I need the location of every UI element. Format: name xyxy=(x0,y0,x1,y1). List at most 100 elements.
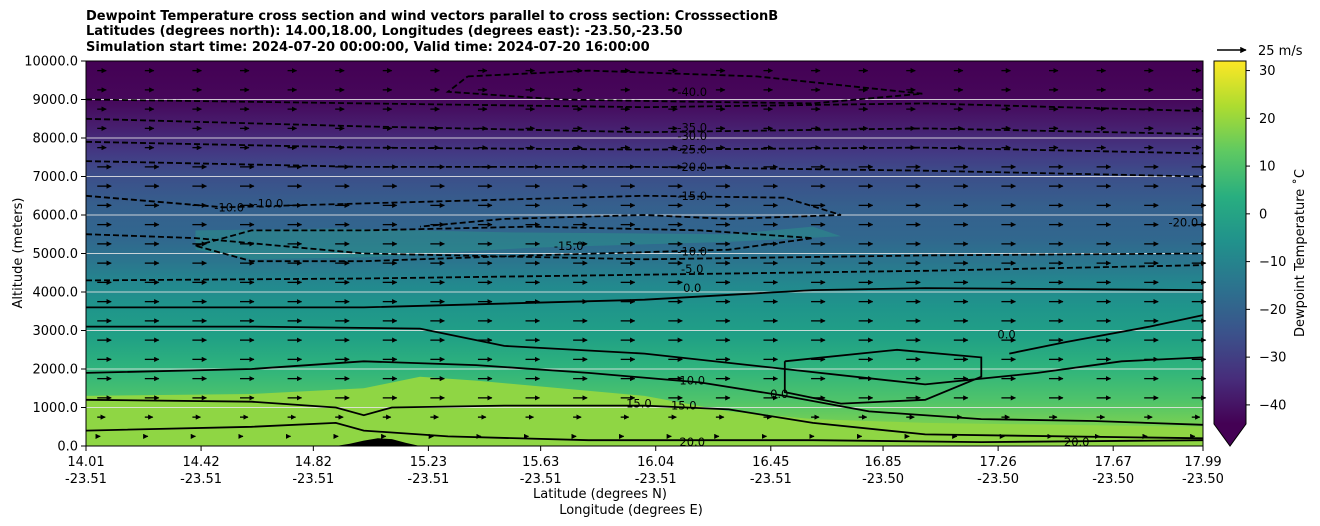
y-tick-label: 4000.0 xyxy=(33,286,79,301)
y-tick-label: 9000.0 xyxy=(33,93,79,108)
y-tick-label: 7000.0 xyxy=(33,170,79,185)
x-tick-label-lon: -23.51 xyxy=(180,472,222,487)
x-tick-label-lat: 14.82 xyxy=(295,455,332,470)
x-tick-label-lon: -23.51 xyxy=(520,472,562,487)
contour-line-4 xyxy=(85,160,1204,178)
chart-title-line-2: Latitudes (degrees north): 14.00,18.00, … xyxy=(86,24,683,39)
x-tick-label-lat: 17.26 xyxy=(980,455,1017,470)
x-tick-label-lon: -23.50 xyxy=(1182,472,1224,487)
contour-label: -20.0 xyxy=(1168,216,1198,230)
y-tick-label: 8000.0 xyxy=(33,132,79,147)
x-tick-label-lon: -23.51 xyxy=(635,472,677,487)
x-tick-label-lat: 15.23 xyxy=(410,455,447,470)
contour-label: -10.0 xyxy=(677,245,707,259)
contour-label: -15.0 xyxy=(554,239,584,253)
x-tick-label-lat: 14.42 xyxy=(182,455,219,470)
y-tick-label: 2000.0 xyxy=(33,363,79,378)
y-tick-label: 5000.0 xyxy=(33,247,79,262)
y-axis-label: Altitude (meters) xyxy=(11,198,26,309)
contour-line-6 xyxy=(195,225,814,263)
terrain xyxy=(335,438,420,446)
colorbar-extend-min xyxy=(1214,424,1246,446)
wind-vectors xyxy=(95,68,1207,439)
moist-dry-region xyxy=(195,226,841,260)
colorbar-tick-label: −40 xyxy=(1259,398,1286,413)
contour-label: 0.0 xyxy=(997,327,1015,341)
x-tick-label-lat: 17.67 xyxy=(1095,455,1132,470)
y-tick-label: 1000.0 xyxy=(33,401,79,416)
contour-label: 0.0 xyxy=(683,281,701,295)
contour-label: -40.0 xyxy=(677,85,707,99)
contour-label: 15.0 xyxy=(626,397,652,411)
chart-title-line-3: Simulation start time: 2024-07-20 00:00:… xyxy=(86,40,650,55)
contour-label: -10.0 xyxy=(214,200,244,214)
contour-line-8 xyxy=(85,264,1204,282)
contour-label: -10.0 xyxy=(254,196,284,210)
colorbar-tick-label: 10 xyxy=(1259,160,1276,175)
contour-line-1 xyxy=(85,98,1204,112)
colorbar-frame xyxy=(1213,60,1247,447)
y-tick-label: 3000.0 xyxy=(33,324,79,339)
x-tick-label-lat: 16.04 xyxy=(637,455,674,470)
x-tick-label-lat: 16.85 xyxy=(864,455,901,470)
contour-line-7 xyxy=(85,233,1204,261)
x-axis-label-longitude: Longitude (degrees E) xyxy=(559,503,703,518)
y-tick-label: 10000.0 xyxy=(24,55,78,70)
x-tick-label-lon: -23.51 xyxy=(407,472,449,487)
colorbar-tick-label: −10 xyxy=(1259,255,1286,270)
contour-label: 20.0 xyxy=(679,435,705,449)
contour-line-2 xyxy=(85,117,1204,135)
colorbar-tick-label: −30 xyxy=(1259,351,1286,366)
quiver-key-label: 25 m/s xyxy=(1258,44,1303,59)
contour-label: 20.0 xyxy=(1064,435,1090,449)
contour-label: 10.0 xyxy=(679,374,705,388)
x-tick-label-lat: 16.45 xyxy=(752,455,789,470)
x-tick-label-lat: 14.01 xyxy=(67,455,104,470)
contour-line-0 xyxy=(445,69,923,105)
contour-line-15 xyxy=(85,421,1204,444)
x-tick-label-lon: -23.51 xyxy=(65,472,107,487)
x-tick-label-lon: -23.51 xyxy=(750,472,792,487)
colorbar-fill xyxy=(1214,61,1246,424)
contour-label: -5.0 xyxy=(681,262,703,276)
surface-moist-layer xyxy=(86,376,1203,446)
contour-label: -20.0 xyxy=(677,160,707,174)
contour-lines xyxy=(85,69,1204,444)
y-axis: 0.0 1000.0 2000.0 3000.0 4000.0 5000.0 6000.0 7… xyxy=(24,55,86,455)
chart-title-line-1: Dewpoint Temperature cross section and w… xyxy=(86,9,779,24)
contour-line-11 xyxy=(783,348,983,405)
contour-label: 0.0 xyxy=(770,387,788,401)
colorbar-label: Dewpoint Temperature ˚C xyxy=(1292,169,1308,337)
contour-line-9 xyxy=(86,287,1204,309)
y-tick-label: 0.0 xyxy=(57,440,78,455)
x-tick-label-lon: -23.50 xyxy=(862,472,904,487)
x-tick-label-lon: -23.50 xyxy=(1092,472,1134,487)
contour-label: -30.0 xyxy=(677,129,707,143)
contour-line-14 xyxy=(85,398,1204,440)
contour-label: 15.0 xyxy=(671,399,697,413)
colorbar: 30 20 10 0 −10 −20 −30 −40 xyxy=(1213,60,1286,447)
contour-line-3 xyxy=(85,140,1204,155)
contour-labels: -40.0 -35.0-30.0-25.0 -20.0 -15.0 -10.0 -10.0… xyxy=(214,85,1198,449)
contour-line-13 xyxy=(85,360,1204,426)
y-tick-label: 6000.0 xyxy=(33,209,79,224)
contour-line-12 xyxy=(86,325,1204,386)
grid-lines xyxy=(86,99,1203,408)
colorbar-tick-label: 20 xyxy=(1259,112,1276,127)
contour-line-10 xyxy=(1009,314,1204,355)
colorbar-tick-label: 0 xyxy=(1259,207,1267,222)
contour-line-5 xyxy=(85,194,842,228)
plot-area: -40.0 -35.0-30.0-25.0 -20.0 -15.0 -10.0 -10.0… xyxy=(85,60,1207,449)
colorbar-tick-label: −20 xyxy=(1259,303,1286,318)
quiver-key: 25 m/s xyxy=(1217,44,1303,59)
x-tick-label-lon: -23.50 xyxy=(977,472,1019,487)
contour-label: -25.0 xyxy=(677,143,707,157)
x-axis-label-latitude: Latitude (degrees N) xyxy=(533,487,667,502)
x-tick-label-lat: 17.99 xyxy=(1184,455,1221,470)
x-axis: 14.01 -23.51 14.42 -23.51 14.82 -23.51 15.23 -2… xyxy=(65,446,1224,487)
contour-label: -15.0 xyxy=(677,189,707,203)
colorbar-tick-label: 30 xyxy=(1259,64,1276,79)
x-tick-label-lat: 15.63 xyxy=(522,455,559,470)
contour-label: -35.0 xyxy=(677,121,707,135)
